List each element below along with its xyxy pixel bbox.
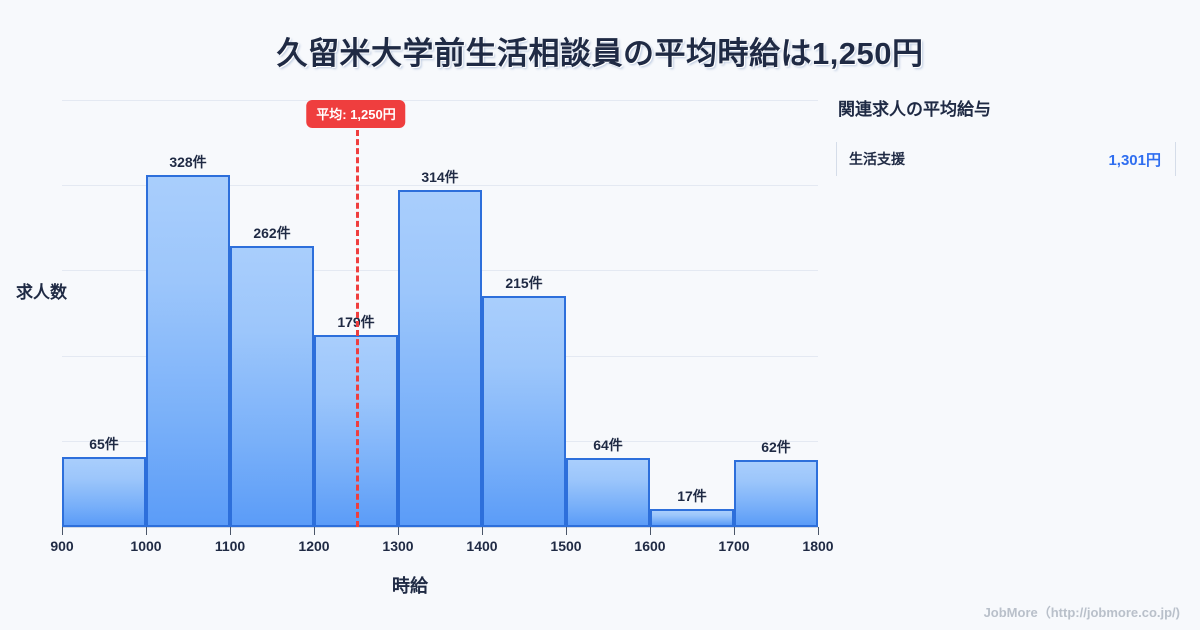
histogram-bar[interactable] xyxy=(230,246,314,527)
x-tick xyxy=(734,527,735,535)
x-tick xyxy=(146,527,147,535)
bar-value-label: 314件 xyxy=(421,169,459,185)
x-tick xyxy=(650,527,651,535)
page-title: 久留米大学前生活相談員の平均時給は1,250円 xyxy=(276,36,924,71)
histogram-chart: 求人数 65件 328件 262件 179件 314件 215件 64件 17件… xyxy=(0,85,834,596)
related-salary-title: 関連求人の平均給与 xyxy=(838,100,991,119)
x-tick-label: 1500 xyxy=(550,538,582,554)
salary-row-name: 生活支援 xyxy=(849,151,905,167)
histogram-bar[interactable] xyxy=(62,457,146,527)
x-tick xyxy=(482,527,483,535)
x-tick xyxy=(818,527,819,535)
average-line xyxy=(356,130,359,527)
x-tick xyxy=(230,527,231,535)
related-salary-panel: 関連求人の平均給与 生活支援 1,301円 xyxy=(836,95,1176,176)
histogram-bar[interactable] xyxy=(482,296,566,527)
salary-row[interactable]: 生活支援 1,301円 xyxy=(836,142,1176,176)
x-tick-label: 1800 xyxy=(802,538,834,554)
average-badge: 平均: 1,250円 xyxy=(306,100,406,128)
bar-value-label: 62件 xyxy=(761,439,791,455)
histogram-bar[interactable] xyxy=(734,460,818,527)
x-tick xyxy=(314,527,315,535)
x-tick-label: 1000 xyxy=(130,538,162,554)
x-tick-label: 1400 xyxy=(466,538,498,554)
y-axis-title: 求人数 xyxy=(16,283,67,302)
bar-value-label: 65件 xyxy=(89,436,119,452)
x-tick xyxy=(398,527,399,535)
footer-watermark: JobMore（http://jobmore.co.jp/) xyxy=(983,605,1180,620)
gridline xyxy=(62,100,818,101)
x-tick-label: 1300 xyxy=(382,538,414,554)
x-tick-label: 1100 xyxy=(214,538,246,554)
x-axis-title: 時給 xyxy=(392,576,428,596)
salary-row-value: 1,301円 xyxy=(1108,151,1161,169)
x-tick-label: 1700 xyxy=(718,538,750,554)
bar-value-label: 17件 xyxy=(677,488,707,504)
histogram-bar[interactable] xyxy=(566,458,650,527)
bar-value-label: 215件 xyxy=(505,275,543,291)
x-tick-label: 1600 xyxy=(634,538,666,554)
histogram-bar[interactable] xyxy=(146,175,230,527)
bar-value-label: 64件 xyxy=(593,437,623,453)
bar-value-label: 328件 xyxy=(169,154,207,170)
x-tick xyxy=(566,527,567,535)
histogram-bar[interactable] xyxy=(398,190,482,527)
x-tick-label: 900 xyxy=(50,538,74,554)
x-tick-label: 1200 xyxy=(298,538,330,554)
x-axis-line xyxy=(62,527,818,528)
bar-value-label: 262件 xyxy=(253,225,291,241)
x-tick xyxy=(62,527,63,535)
gridline xyxy=(62,185,818,186)
histogram-bar[interactable] xyxy=(650,509,734,527)
plot-area: 65件 328件 262件 179件 314件 215件 64件 17件 62件… xyxy=(50,100,834,554)
